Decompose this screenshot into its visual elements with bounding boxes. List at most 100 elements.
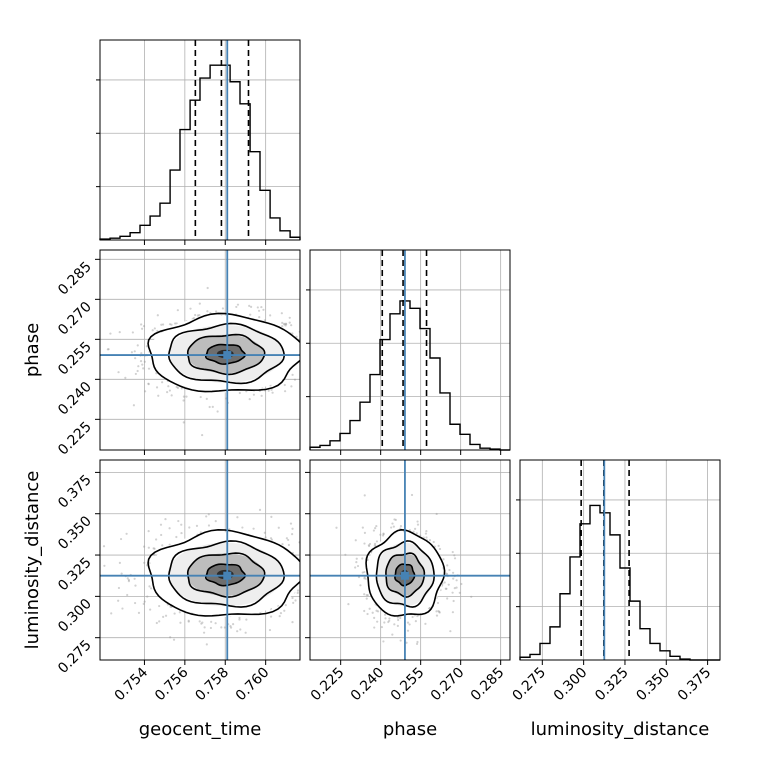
sample-point: [109, 332, 112, 335]
sample-point: [160, 323, 163, 326]
sample-point: [443, 581, 446, 584]
sample-point: [373, 542, 377, 546]
sample-point: [449, 630, 452, 633]
sample-point: [106, 348, 109, 351]
sample-point: [416, 614, 419, 618]
sample-point: [396, 624, 399, 627]
sample-point: [390, 526, 393, 529]
sample-point: [438, 547, 442, 551]
sample-point: [170, 394, 173, 397]
sample-point: [373, 544, 376, 547]
sample-point: [248, 397, 251, 401]
sample-point: [347, 603, 350, 606]
sample-point: [451, 611, 455, 614]
sample-point: [375, 524, 378, 528]
sample-point: [231, 623, 235, 626]
sample-point: [151, 329, 154, 332]
sample-point: [118, 561, 121, 565]
sample-point: [168, 323, 172, 326]
sample-point: [238, 391, 241, 395]
sample-point: [294, 599, 297, 602]
sample-point: [170, 323, 173, 326]
sample-point: [281, 543, 284, 546]
sample-point: [415, 532, 418, 535]
sample-point: [166, 391, 169, 394]
sample-point: [372, 529, 375, 532]
sample-point: [223, 626, 226, 629]
sample-point: [130, 351, 133, 354]
x-axis-label: luminosity_distance: [531, 719, 710, 740]
sample-point: [142, 602, 145, 605]
sample-point: [376, 620, 379, 623]
sample-point: [147, 530, 150, 533]
sample-point: [396, 616, 399, 619]
sample-point: [142, 325, 146, 328]
sample-point: [448, 568, 451, 572]
sample-point: [258, 316, 261, 319]
panel-plot-area: [310, 460, 510, 660]
sample-point: [205, 397, 208, 400]
sample-point: [236, 303, 240, 306]
sample-point: [288, 316, 291, 319]
sample-point: [363, 542, 366, 545]
contour-line: [168, 540, 285, 608]
sample-point: [120, 572, 123, 575]
sample-point: [291, 621, 294, 624]
sample-point: [365, 597, 368, 600]
sample-point: [244, 631, 247, 634]
sample-point: [384, 613, 387, 616]
sample-point: [200, 622, 203, 625]
sample-point: [175, 322, 178, 325]
sample-point: [189, 307, 192, 310]
sample-point: [363, 494, 366, 497]
sample-point: [428, 539, 432, 542]
sample-point: [284, 603, 287, 607]
sample-point: [136, 369, 139, 373]
sample-point: [195, 524, 199, 527]
sample-point: [173, 322, 177, 325]
sample-point: [214, 520, 217, 523]
sample-point: [209, 626, 213, 630]
sample-point: [156, 314, 159, 317]
sample-point: [425, 529, 428, 533]
sample-point: [267, 389, 270, 392]
sample-point: [279, 611, 283, 615]
sample-point: [355, 557, 358, 560]
sample-point: [143, 545, 146, 548]
contour-line: [147, 529, 300, 617]
sample-point: [143, 600, 146, 603]
sample-point: [453, 587, 456, 590]
sample-point: [375, 540, 379, 543]
sample-point: [182, 421, 185, 424]
sample-point: [283, 383, 286, 387]
sample-point: [453, 557, 457, 560]
sample-point: [271, 391, 274, 394]
contour-line: [186, 333, 266, 376]
sample-point: [252, 527, 255, 530]
sample-point: [168, 389, 171, 392]
sample-point: [143, 561, 146, 564]
sample-point: [363, 609, 366, 613]
sample-point: [384, 617, 387, 620]
sample-point: [179, 621, 182, 624]
sample-point: [187, 619, 190, 622]
sample-point: [139, 360, 143, 363]
contour-line: [168, 322, 285, 385]
sample-point: [387, 620, 390, 624]
sample-point: [278, 615, 281, 618]
sample-point: [287, 543, 290, 547]
truth-marker: [400, 571, 409, 580]
sample-point: [453, 554, 456, 557]
contour-line: [385, 552, 426, 598]
sample-point: [207, 524, 211, 527]
sample-point: [359, 584, 362, 587]
sample-point: [376, 610, 380, 613]
sample-point: [382, 640, 385, 643]
sample-point: [194, 313, 197, 317]
sample-point: [147, 382, 150, 385]
sample-point: [229, 625, 232, 628]
sample-point: [180, 531, 183, 535]
sample-point: [452, 599, 455, 603]
sample-point: [444, 587, 447, 590]
